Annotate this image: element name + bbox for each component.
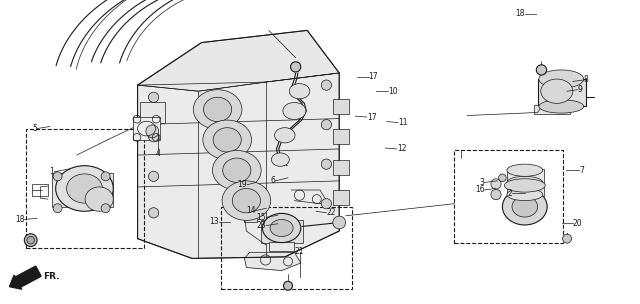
Text: 9: 9 [578, 85, 583, 94]
Text: 2: 2 [508, 188, 512, 198]
Ellipse shape [204, 97, 232, 122]
Text: 3: 3 [479, 178, 484, 187]
Text: 13: 13 [209, 217, 219, 226]
Ellipse shape [321, 159, 332, 169]
Ellipse shape [56, 166, 113, 211]
Ellipse shape [212, 150, 261, 190]
Ellipse shape [24, 234, 37, 247]
Polygon shape [138, 30, 339, 91]
Bar [140, 102, 165, 123]
Text: 18: 18 [15, 215, 24, 224]
Ellipse shape [146, 125, 159, 138]
Bar [534, 105, 570, 114]
Ellipse shape [148, 171, 159, 181]
Ellipse shape [85, 187, 113, 211]
Bar [221, 207, 352, 289]
Text: 10: 10 [388, 87, 397, 96]
Ellipse shape [67, 174, 102, 203]
Bar [333, 129, 349, 144]
Text: 15: 15 [257, 213, 266, 222]
Ellipse shape [539, 100, 584, 113]
Ellipse shape [148, 92, 159, 102]
FancyArrow shape [10, 266, 41, 289]
Ellipse shape [491, 179, 501, 189]
Bar [133, 117, 160, 140]
Text: 8: 8 [584, 75, 588, 85]
Ellipse shape [275, 128, 295, 143]
Bar [261, 220, 303, 243]
Text: 5: 5 [32, 124, 37, 133]
Ellipse shape [203, 120, 252, 160]
Bar [538, 79, 586, 106]
Text: 4: 4 [156, 149, 161, 158]
Ellipse shape [283, 102, 306, 119]
Ellipse shape [502, 188, 547, 225]
Polygon shape [138, 30, 339, 258]
Ellipse shape [193, 90, 242, 129]
Ellipse shape [507, 188, 543, 201]
Ellipse shape [222, 181, 271, 220]
Text: 19: 19 [237, 180, 247, 189]
Polygon shape [138, 73, 339, 258]
Ellipse shape [101, 204, 110, 213]
Text: 23: 23 [257, 221, 266, 230]
Ellipse shape [321, 119, 332, 130]
Ellipse shape [289, 84, 310, 99]
Ellipse shape [563, 234, 572, 243]
Bar [269, 242, 294, 251]
Text: 20: 20 [573, 219, 582, 228]
Bar [244, 212, 257, 222]
Ellipse shape [536, 65, 547, 75]
Text: 12: 12 [397, 144, 406, 154]
Polygon shape [244, 252, 301, 271]
Bar [52, 173, 113, 207]
Text: 21: 21 [295, 247, 304, 256]
Text: 18: 18 [515, 9, 525, 18]
Ellipse shape [223, 158, 251, 182]
Text: 7: 7 [579, 166, 584, 175]
Text: 14: 14 [246, 206, 255, 215]
Ellipse shape [321, 80, 332, 90]
Bar [454, 150, 563, 243]
Bar [507, 169, 544, 196]
Ellipse shape [232, 188, 260, 213]
Bar [32, 184, 48, 196]
Text: 16: 16 [475, 185, 484, 195]
Text: 22: 22 [326, 208, 336, 217]
Ellipse shape [512, 196, 538, 217]
Ellipse shape [213, 128, 241, 152]
Bar [333, 160, 349, 175]
Ellipse shape [27, 236, 35, 244]
Ellipse shape [270, 219, 293, 237]
Text: 6: 6 [270, 176, 275, 185]
Text: 17: 17 [367, 112, 376, 122]
Ellipse shape [284, 281, 292, 290]
Ellipse shape [53, 172, 62, 181]
Text: 1: 1 [50, 167, 54, 176]
Ellipse shape [321, 199, 332, 209]
Ellipse shape [539, 70, 584, 88]
Ellipse shape [101, 172, 110, 181]
Ellipse shape [491, 189, 501, 200]
Ellipse shape [504, 179, 545, 192]
Ellipse shape [148, 132, 159, 142]
Bar [26, 129, 144, 248]
Text: 11: 11 [398, 118, 408, 127]
Bar [333, 99, 349, 114]
Ellipse shape [507, 176, 543, 188]
Ellipse shape [53, 204, 62, 213]
Ellipse shape [333, 216, 346, 229]
Text: FR.: FR. [44, 272, 60, 281]
Ellipse shape [262, 213, 301, 243]
Ellipse shape [499, 174, 506, 182]
Ellipse shape [541, 79, 573, 103]
Ellipse shape [507, 164, 543, 176]
Ellipse shape [271, 153, 289, 166]
Ellipse shape [291, 62, 301, 72]
Bar [333, 190, 349, 205]
Text: 17: 17 [369, 72, 378, 81]
Ellipse shape [148, 208, 159, 218]
